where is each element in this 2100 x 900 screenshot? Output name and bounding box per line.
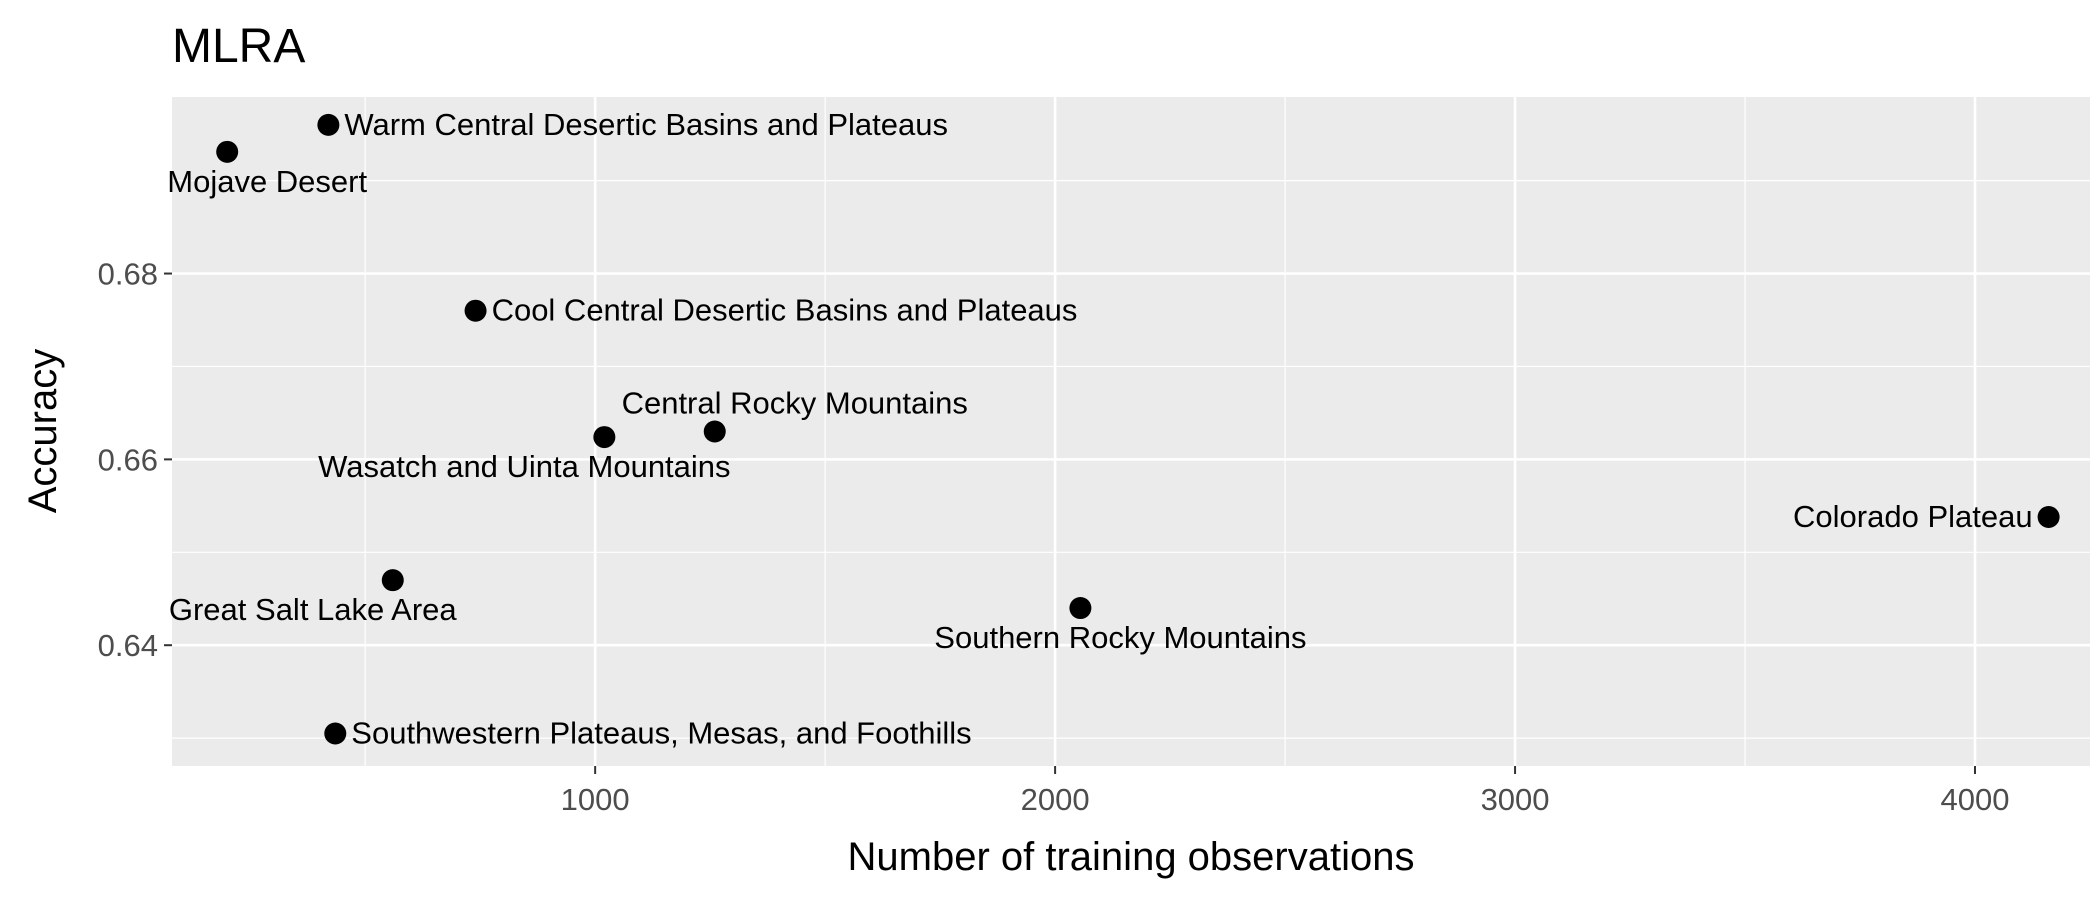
tick-labels: 1000 2000 3000 4000 0.64 0.66 0.68: [98, 257, 2010, 817]
point-label: Cool Central Desertic Basins and Plateau…: [492, 293, 1078, 328]
data-point: [1069, 597, 1092, 620]
data-point: [216, 140, 239, 163]
y-tick-label: 0.66: [98, 442, 158, 477]
point-label: Central Rocky Mountains: [622, 386, 968, 421]
data-point: [2037, 505, 2060, 528]
data-point: [703, 420, 726, 443]
data-point: [381, 569, 404, 592]
x-tick-label: 4000: [1941, 782, 2010, 817]
point-label: Colorado Plateau: [1793, 499, 2033, 534]
y-axis-label: Accuracy: [21, 349, 65, 514]
point-label: Southwestern Plateaus, Mesas, and Foothi…: [351, 715, 971, 750]
point-label: Southern Rocky Mountains: [934, 620, 1306, 655]
axis-ticks: [164, 272, 1977, 774]
x-axis-label: Number of training observations: [848, 835, 1415, 879]
chart-title: MLRA: [172, 20, 305, 73]
major-gridlines: [172, 97, 2090, 766]
data-points: [216, 113, 2060, 745]
y-tick-label: 0.68: [98, 257, 158, 292]
minor-gridlines: [172, 97, 2090, 766]
x-tick-label: 3000: [1481, 782, 1550, 817]
point-label: Warm Central Desertic Basins and Plateau…: [344, 107, 948, 142]
data-point: [464, 299, 487, 322]
data-point: [324, 722, 347, 745]
point-label: Great Salt Lake Area: [169, 592, 458, 627]
x-tick-label: 1000: [561, 782, 630, 817]
data-point: [317, 113, 340, 136]
plot-panel: [172, 97, 2090, 766]
data-point: [593, 426, 616, 449]
y-tick-label: 0.64: [98, 628, 158, 663]
point-labels: Warm Central Desertic Basins and Plateau…: [167, 107, 2032, 751]
x-tick-label: 2000: [1021, 782, 1090, 817]
point-label: Wasatch and Uinta Mountains: [318, 449, 730, 484]
point-label: Mojave Desert: [167, 164, 367, 199]
